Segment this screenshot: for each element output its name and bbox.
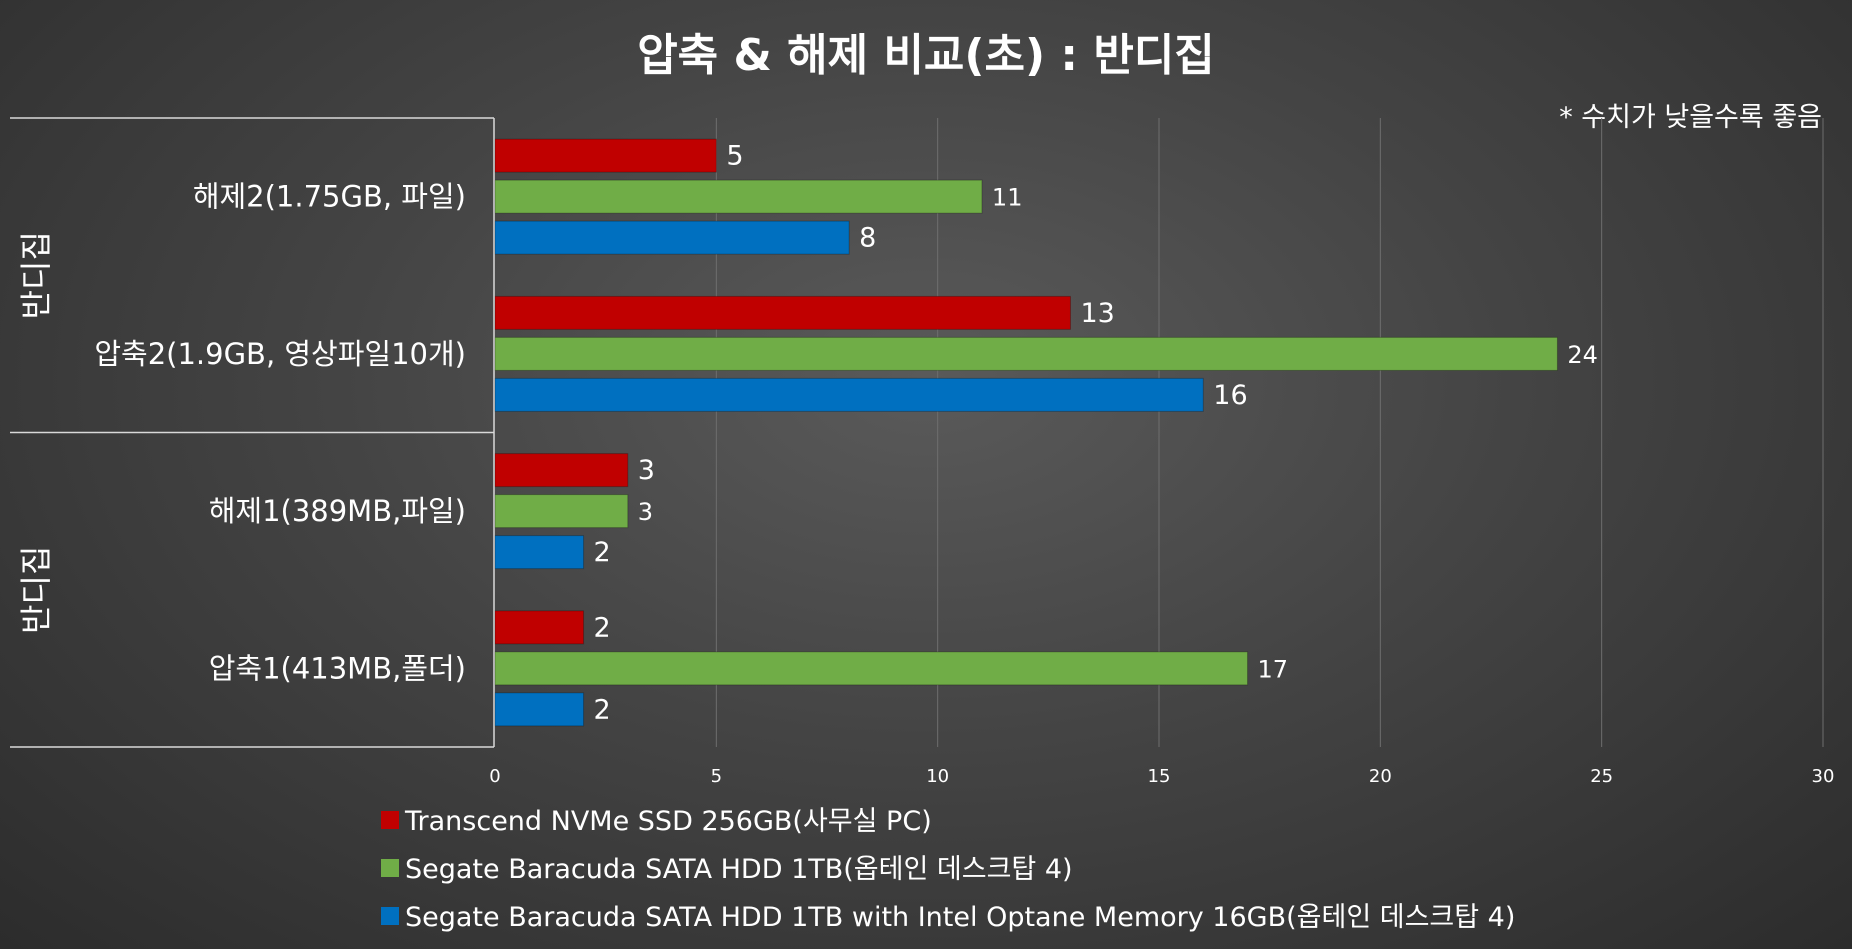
legend-swatch (381, 859, 399, 877)
bar (494, 494, 629, 529)
bar (494, 295, 1071, 330)
data-label: 2 (594, 612, 611, 643)
data-label: 3 (638, 455, 655, 486)
legend-label: Transcend NVMe SSD 256GB(사무실 PC) (404, 806, 932, 837)
chart-title: 압축 & 해제 비교(초) : 반디집 (637, 30, 1215, 81)
category-label: 해제1(389MB,파일) (209, 494, 466, 528)
bar (494, 692, 585, 727)
bar (494, 535, 585, 570)
bar (494, 377, 1204, 412)
bar (494, 610, 585, 645)
bar (494, 453, 629, 488)
group-label: 반디집 (17, 546, 55, 634)
chart-note: * 수치가 낮을수록 좋음 (1559, 102, 1822, 133)
data-label: 2 (594, 537, 611, 568)
x-tick-label: 30 (1812, 766, 1835, 787)
data-label: 8 (859, 223, 876, 254)
x-tick-label: 20 (1369, 766, 1392, 787)
x-tick-label: 10 (926, 766, 949, 787)
legend-label: Segate Baracuda SATA HDD 1TB(옵테인 데스크탑 4) (405, 854, 1073, 885)
x-tick-label: 5 (711, 766, 722, 787)
legend-label: Segate Baracuda SATA HDD 1TB with Intel … (405, 902, 1515, 933)
category-label: 해제2(1.75GB, 파일) (193, 180, 466, 214)
data-label: 3 (638, 498, 653, 526)
bar (494, 138, 717, 173)
bar (494, 651, 1249, 686)
x-tick-label: 0 (489, 766, 500, 787)
group-label: 반디집 (17, 231, 55, 319)
bar (494, 220, 850, 255)
data-label: 5 (726, 141, 743, 172)
data-label: 17 (1258, 655, 1289, 683)
data-label: 16 (1213, 380, 1247, 411)
legend-swatch (381, 811, 399, 829)
data-label: 24 (1567, 341, 1598, 369)
x-tick-label: 15 (1148, 766, 1171, 787)
category-label: 압축2(1.9GB, 영상파일10개) (94, 337, 466, 371)
data-label: 13 (1080, 298, 1114, 329)
category-label: 압축1(413MB,폴더) (209, 651, 466, 685)
bar (494, 336, 1558, 371)
legend-swatch (381, 907, 399, 925)
data-label: 2 (594, 694, 611, 725)
bar (494, 179, 983, 214)
data-label: 11 (992, 184, 1023, 212)
x-tick-label: 25 (1590, 766, 1613, 787)
